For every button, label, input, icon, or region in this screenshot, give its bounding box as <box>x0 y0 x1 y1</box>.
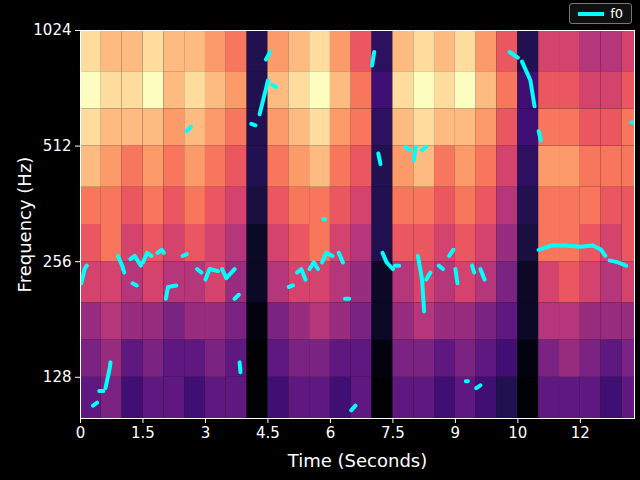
svg-text:6: 6 <box>326 424 336 442</box>
svg-text:1024: 1024 <box>33 21 71 39</box>
svg-text:10: 10 <box>508 424 527 442</box>
svg-text:9: 9 <box>451 424 461 442</box>
svg-text:128: 128 <box>43 368 72 386</box>
svg-text:Frequency (Hz): Frequency (Hz) <box>14 157 35 293</box>
svg-text:3: 3 <box>201 424 211 442</box>
html-text:f0: f0 <box>610 6 623 21</box>
svg-text:4.5: 4.5 <box>256 424 280 442</box>
svg-text:Time (Seconds): Time (Seconds) <box>287 450 427 471</box>
svg-text:1.5: 1.5 <box>131 424 155 442</box>
svg-text:0: 0 <box>76 424 86 442</box>
svg-text:7.5: 7.5 <box>381 424 405 442</box>
svg-text:512: 512 <box>43 137 72 155</box>
svg-text:12: 12 <box>571 424 590 442</box>
svg-text:256: 256 <box>43 253 72 271</box>
